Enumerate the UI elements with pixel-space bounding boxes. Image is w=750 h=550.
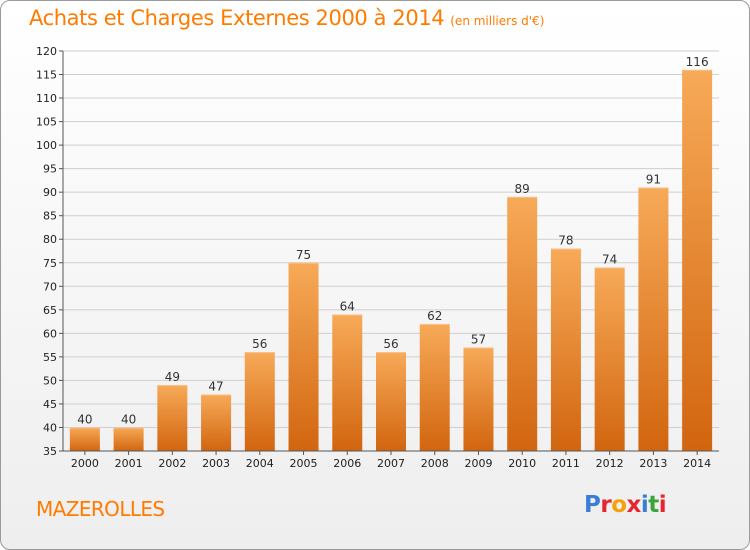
data-label: 91 xyxy=(646,172,661,186)
data-label: 40 xyxy=(77,412,92,426)
y-tick-label: 65 xyxy=(43,304,57,317)
chart-title: Achats et Charges Externes 2000 à 2014 xyxy=(29,6,445,30)
y-tick-label: 60 xyxy=(43,327,57,340)
y-tick-label: 55 xyxy=(43,351,57,364)
logo-letter: P xyxy=(584,492,601,518)
y-tick-label: 45 xyxy=(43,398,57,411)
bar xyxy=(419,323,450,451)
axis-layer: 35 40 45 50 55 60 65 70 75 80 85 90 95 100 105 110 115 12… xyxy=(36,45,719,470)
data-label: 56 xyxy=(252,337,267,351)
x-tick-label: 2003 xyxy=(202,457,230,470)
data-label: 40 xyxy=(121,412,136,426)
x-tick-label: 2014 xyxy=(683,457,711,470)
title-row: Achats et Charges Externes 2000 à 2014 (e… xyxy=(29,6,544,30)
data-label: 47 xyxy=(208,380,223,394)
data-label: 75 xyxy=(296,248,311,262)
x-tick-label: 2002 xyxy=(158,457,186,470)
x-tick-label: 2004 xyxy=(246,457,274,470)
commune-name: MAZEROLLES xyxy=(36,497,165,521)
x-tick-label: 2009 xyxy=(464,457,492,470)
bar xyxy=(201,394,232,451)
data-label: 78 xyxy=(558,234,573,248)
x-tick-label: 2013 xyxy=(639,457,667,470)
logo-letter: i xyxy=(658,492,667,518)
x-tick-label: 2001 xyxy=(115,457,143,470)
logo-letter: x xyxy=(626,492,642,518)
bar xyxy=(288,262,319,451)
y-tick-label: 85 xyxy=(43,210,57,223)
y-tick-label: 105 xyxy=(36,116,57,129)
data-label: 56 xyxy=(383,337,398,351)
x-tick-label: 2008 xyxy=(421,457,449,470)
y-tick-label: 70 xyxy=(43,280,57,293)
x-tick-label: 2010 xyxy=(508,457,536,470)
x-tick-label: 2005 xyxy=(290,457,318,470)
data-label: 74 xyxy=(602,252,617,266)
data-label: 116 xyxy=(686,55,709,69)
y-tick-label: 40 xyxy=(43,421,57,434)
bar xyxy=(594,267,625,451)
bar xyxy=(332,314,363,451)
chart-subtitle: (en milliers d'€) xyxy=(450,14,545,28)
data-label: 62 xyxy=(427,309,442,323)
x-tick-label: 2007 xyxy=(377,457,405,470)
bar xyxy=(638,187,669,451)
logo-letter: i xyxy=(640,492,649,518)
bar xyxy=(69,427,100,451)
bar xyxy=(244,352,275,451)
data-label: 89 xyxy=(515,182,530,196)
bar xyxy=(507,196,538,451)
bar xyxy=(682,69,713,451)
proxiti-logo[interactable]: Proxiti xyxy=(584,492,667,518)
x-tick-label: 2006 xyxy=(333,457,361,470)
data-label: 49 xyxy=(165,370,180,384)
logo-letter: o xyxy=(611,492,627,518)
data-label: 64 xyxy=(340,300,355,314)
bar xyxy=(157,385,188,451)
bar xyxy=(113,427,144,451)
y-tick-label: 80 xyxy=(43,233,57,246)
x-tick-label: 2011 xyxy=(552,457,580,470)
x-tick-label: 2000 xyxy=(71,457,99,470)
y-tick-label: 95 xyxy=(43,163,57,176)
bar-layer: 40 40 49 47 56 75 64 56 62 57 89 78 74 91 116 xyxy=(69,55,713,451)
y-tick-label: 110 xyxy=(36,92,57,105)
y-tick-label: 100 xyxy=(36,139,57,152)
logo-letter: r xyxy=(600,492,612,518)
y-tick-label: 120 xyxy=(36,45,57,58)
data-label: 57 xyxy=(471,332,486,346)
bar xyxy=(376,352,406,451)
logo-letter: t xyxy=(648,492,659,518)
y-tick-label: 90 xyxy=(43,186,57,199)
y-tick-label: 75 xyxy=(43,257,57,270)
x-tick-label: 2012 xyxy=(596,457,624,470)
y-tick-label: 115 xyxy=(36,69,57,82)
bar xyxy=(550,248,581,451)
y-tick-label: 50 xyxy=(43,374,57,387)
y-tick-label: 35 xyxy=(43,445,57,458)
bar xyxy=(463,347,494,451)
